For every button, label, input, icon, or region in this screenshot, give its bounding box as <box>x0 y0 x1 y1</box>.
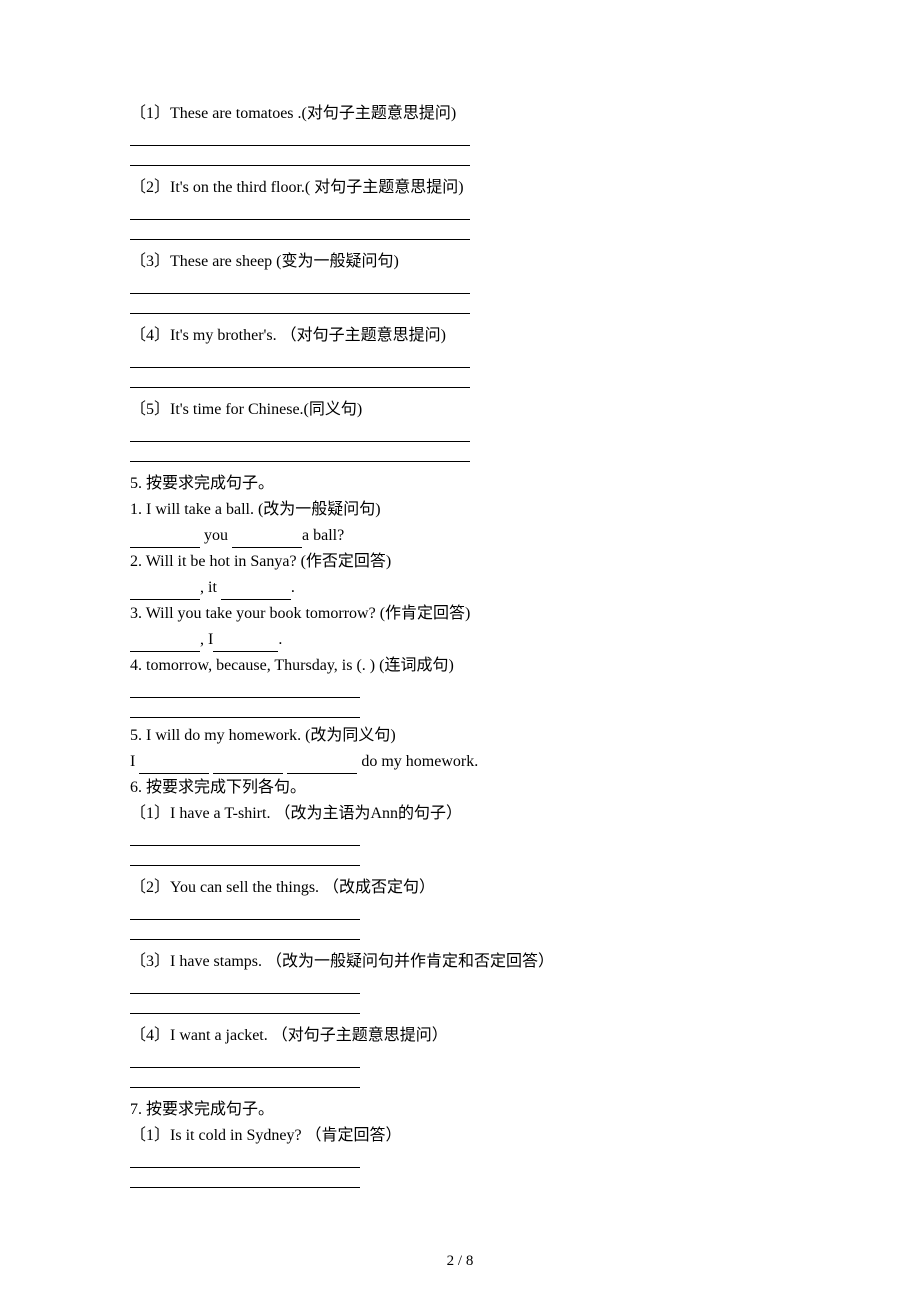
answer-line[interactable] <box>130 680 360 698</box>
answer-text: . <box>291 579 295 596</box>
answer-line[interactable] <box>130 370 470 388</box>
answer-line[interactable] <box>130 922 360 940</box>
question-text: Is it cold in Sydney? （肯定回答） <box>170 1127 402 1144</box>
question-2: 〔2〕It's on the third floor.( 对句子主题意思提问) <box>130 176 790 200</box>
fill-blank[interactable] <box>130 582 200 600</box>
answer-line[interactable] <box>130 996 360 1014</box>
answer-line[interactable] <box>130 424 470 442</box>
answer-line[interactable] <box>130 1050 360 1068</box>
question-number: 〔2〕 <box>130 879 170 896</box>
question-number: 〔1〕 <box>130 1127 170 1144</box>
s5-item-3-answer: , I. <box>130 628 790 652</box>
fill-blank[interactable] <box>130 530 200 548</box>
fill-blank[interactable] <box>213 756 283 774</box>
answer-line[interactable] <box>130 350 470 368</box>
question-number: 〔3〕 <box>130 953 170 970</box>
s6-item-3: 〔3〕I have stamps. （改为一般疑问句并作肯定和否定回答） <box>130 950 790 974</box>
s5-item-3: 3. Will you take your book tomorrow? (作肯… <box>130 602 790 626</box>
fill-blank[interactable] <box>213 634 278 652</box>
question-3: 〔3〕These are sheep (变为一般疑问句) <box>130 250 790 274</box>
question-1: 〔1〕These are tomatoes .(对句子主题意思提问) <box>130 102 790 126</box>
question-text: I want a jacket. （对句子主题意思提问） <box>170 1027 448 1044</box>
answer-line[interactable] <box>130 902 360 920</box>
fill-blank[interactable] <box>139 756 209 774</box>
question-text: These are tomatoes .(对句子主题意思提问) <box>170 105 456 122</box>
answer-text: do my homework. <box>357 753 478 770</box>
answer-line[interactable] <box>130 444 470 462</box>
question-number: 〔1〕 <box>130 805 170 822</box>
s6-item-2: 〔2〕You can sell the things. （改成否定句） <box>130 876 790 900</box>
answer-text: I <box>130 753 139 770</box>
s5-item-2-answer: , it . <box>130 576 790 600</box>
question-number: 〔5〕 <box>130 401 170 418</box>
question-5: 〔5〕It's time for Chinese.(同义句) <box>130 398 790 422</box>
answer-line[interactable] <box>130 222 470 240</box>
answer-line[interactable] <box>130 828 360 846</box>
question-text: It's time for Chinese.(同义句) <box>170 401 362 418</box>
s5-item-5-answer: I do my homework. <box>130 750 790 774</box>
s6-item-4: 〔4〕I want a jacket. （对句子主题意思提问） <box>130 1024 790 1048</box>
question-text: It's my brother's. （对句子主题意思提问) <box>170 327 446 344</box>
s5-item-5: 5. I will do my homework. (改为同义句) <box>130 724 790 748</box>
question-number: 〔2〕 <box>130 179 170 196</box>
answer-text: . <box>278 631 282 648</box>
answer-line[interactable] <box>130 700 360 718</box>
fill-blank[interactable] <box>130 634 200 652</box>
s5-item-1: 1. I will take a ball. (改为一般疑问句) <box>130 498 790 522</box>
answer-text: a ball? <box>302 527 344 544</box>
question-number: 〔4〕 <box>130 327 170 344</box>
answer-line[interactable] <box>130 848 360 866</box>
question-number: 〔4〕 <box>130 1027 170 1044</box>
answer-text: , I <box>200 631 213 648</box>
fill-blank[interactable] <box>287 756 357 774</box>
question-text: It's on the third floor.( 对句子主题意思提问) <box>170 179 464 196</box>
answer-line[interactable] <box>130 1170 360 1188</box>
answer-line[interactable] <box>130 1070 360 1088</box>
section-6-title: 6. 按要求完成下列各句。 <box>130 776 790 800</box>
question-text: These are sheep (变为一般疑问句) <box>170 253 399 270</box>
s6-item-1: 〔1〕I have a T-shirt. （改为主语为Ann的句子） <box>130 802 790 826</box>
question-number: 〔1〕 <box>130 105 170 122</box>
fill-blank[interactable] <box>221 582 291 600</box>
s5-item-1-answer: you a ball? <box>130 524 790 548</box>
question-text: You can sell the things. （改成否定句） <box>170 879 435 896</box>
answer-text: you <box>200 527 232 544</box>
fill-blank[interactable] <box>232 530 302 548</box>
document-page: 〔1〕These are tomatoes .(对句子主题意思提问) 〔2〕It… <box>0 0 920 1302</box>
answer-line[interactable] <box>130 128 470 146</box>
page-number: 2 / 8 <box>0 1250 920 1273</box>
section-7-title: 7. 按要求完成句子。 <box>130 1098 790 1122</box>
question-text: I have a T-shirt. （改为主语为Ann的句子） <box>170 805 462 822</box>
question-text: I have stamps. （改为一般疑问句并作肯定和否定回答） <box>170 953 554 970</box>
answer-line[interactable] <box>130 1150 360 1168</box>
answer-text: , it <box>200 579 221 596</box>
question-4: 〔4〕It's my brother's. （对句子主题意思提问) <box>130 324 790 348</box>
section-5-title: 5. 按要求完成句子。 <box>130 472 790 496</box>
answer-line[interactable] <box>130 296 470 314</box>
answer-line[interactable] <box>130 976 360 994</box>
s7-item-1: 〔1〕Is it cold in Sydney? （肯定回答） <box>130 1124 790 1148</box>
question-number: 〔3〕 <box>130 253 170 270</box>
s5-item-4: 4. tomorrow, because, Thursday, is (. ) … <box>130 654 790 678</box>
s5-item-2: 2. Will it be hot in Sanya? (作否定回答) <box>130 550 790 574</box>
answer-line[interactable] <box>130 202 470 220</box>
answer-line[interactable] <box>130 276 470 294</box>
answer-line[interactable] <box>130 148 470 166</box>
